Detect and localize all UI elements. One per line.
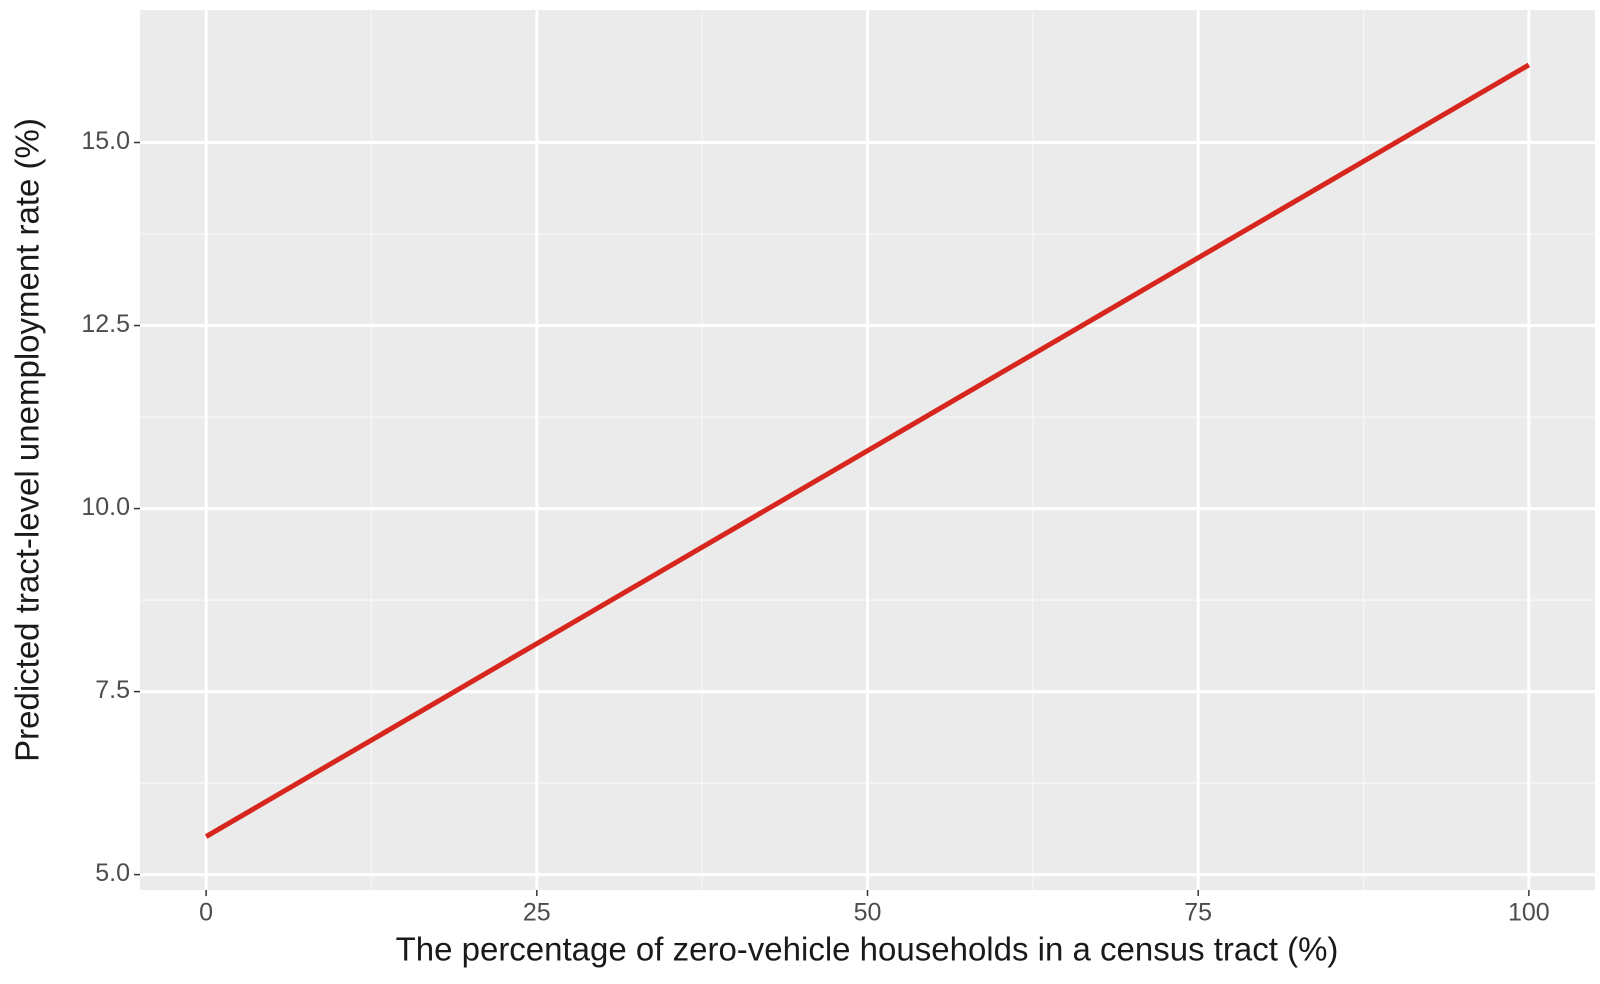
x-axis-title: The percentage of zero-vehicle household… <box>396 931 1339 968</box>
line <box>204 62 1531 839</box>
y-tick-label: 12.5 <box>81 310 130 338</box>
x-tick-label: 75 <box>1184 899 1212 927</box>
y-tick-label: 15.0 <box>81 127 130 155</box>
x-tick-label: 50 <box>854 899 882 927</box>
x-tick-label: 100 <box>1508 899 1550 927</box>
y-axis-title: Predicted tract-level unemployment rate … <box>9 118 46 762</box>
y-tick-label: 7.5 <box>95 676 130 704</box>
y-tick-label: 5.0 <box>95 859 130 887</box>
y-tick-label: 10.0 <box>81 493 130 521</box>
x-tick-label: 0 <box>199 899 213 927</box>
x-tick-label: 25 <box>523 899 551 927</box>
